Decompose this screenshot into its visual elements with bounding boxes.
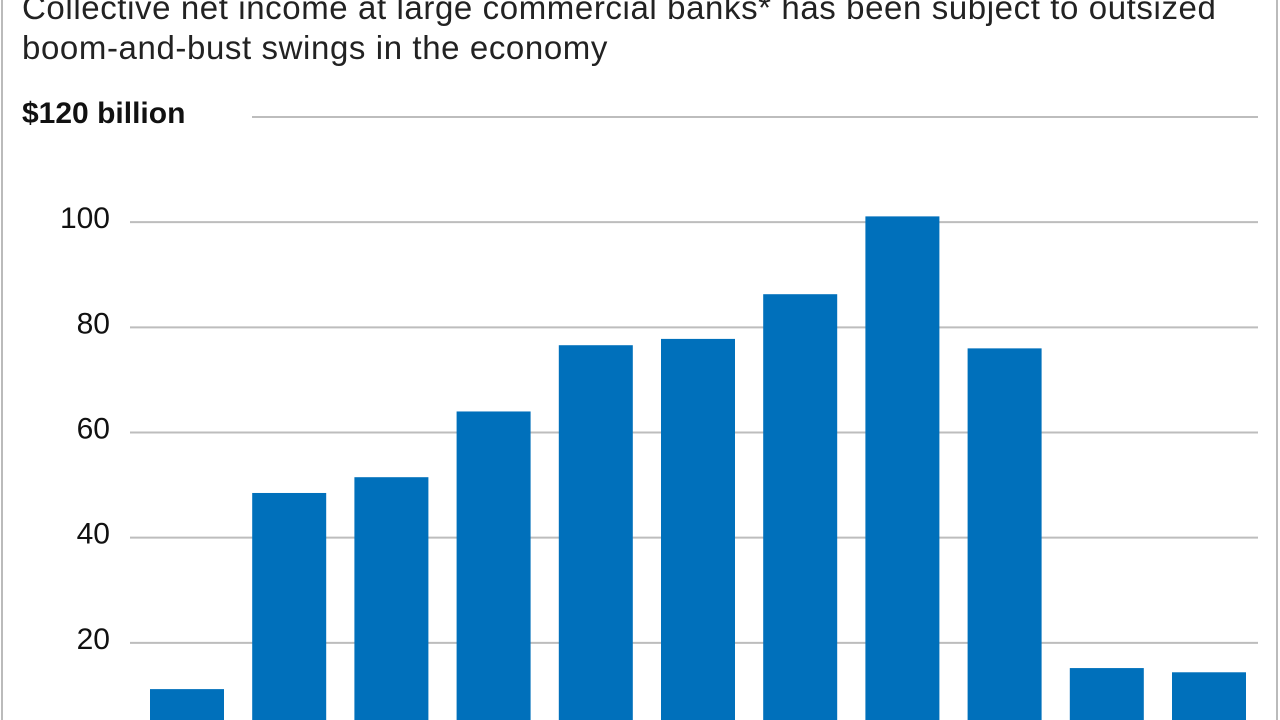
- bar: [1069, 668, 1144, 720]
- bar: [1172, 672, 1246, 720]
- bar: [558, 345, 633, 720]
- y-tick-label: 80: [77, 307, 110, 340]
- bar: [967, 348, 1042, 720]
- bar: [456, 411, 531, 720]
- bar: [252, 492, 327, 720]
- y-tick-label: 40: [77, 518, 110, 551]
- bar: [661, 338, 735, 720]
- chart-title: Collective net income at large commercia…: [22, 0, 1217, 66]
- y-tick-label: 100: [60, 202, 110, 235]
- y-tick-label: $120 billion: [22, 97, 185, 130]
- y-tick-label: 20: [77, 623, 110, 656]
- y-tick-label: 60: [77, 412, 110, 445]
- bar: [763, 294, 838, 720]
- bar: [865, 216, 940, 720]
- bar: [354, 477, 429, 720]
- bar: [150, 689, 224, 720]
